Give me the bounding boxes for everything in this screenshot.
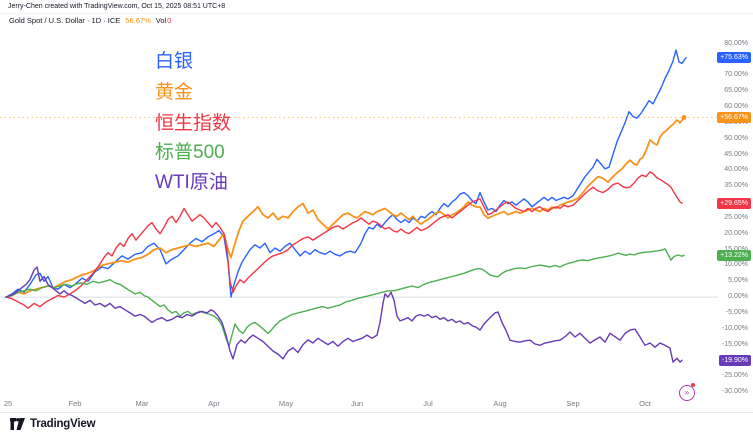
series-line-hangseng[interactable] — [5, 171, 683, 309]
tradingview-logo-icon — [10, 418, 25, 430]
legend-label-wti[interactable]: WTI原油 — [155, 172, 228, 193]
symbol-legend[interactable]: Gold Spot / U.S. Dollar · 1D · ICE 56.67… — [9, 16, 171, 25]
time-scale-separator — [0, 412, 753, 413]
tradingview-attribution-link[interactable]: TradingView — [10, 418, 96, 430]
y-axis-tick: 80.00% — [724, 39, 748, 47]
price-scale[interactable]: 80.00%70.00%65.00%60.00%55.00%50.00%45.0… — [719, 0, 753, 413]
symbol-title[interactable]: Gold Spot / U.S. Dollar · 1D · ICE — [9, 16, 121, 25]
attribution-text: Jerry-Chen created with TradingView.com,… — [8, 3, 226, 10]
time-scale[interactable]: 25 Feb Mar Apr May Jun Jul Aug Sep Oct — [0, 399, 753, 412]
y-axis-tick: 45.00% — [724, 150, 748, 158]
x-axis-tick: Mar — [135, 399, 149, 408]
y-axis-tick: 35.00% — [724, 182, 748, 190]
legend-label-silver[interactable]: 白银 — [155, 51, 194, 72]
y-axis-tick: -5.00% — [725, 308, 748, 316]
x-axis-tick: 25 — [3, 399, 13, 408]
x-axis-tick: Apr — [208, 399, 220, 408]
series-line-sp500[interactable] — [5, 248, 685, 347]
x-axis-tick: Jul — [423, 399, 433, 408]
fast-forward-icon: » — [684, 388, 690, 397]
x-axis-tick: Jun — [350, 399, 364, 408]
x-axis-tick: Aug — [493, 399, 507, 408]
tradingview-wordmark: TradingView — [30, 418, 96, 430]
price-badge-sp500: +13.22% — [717, 249, 751, 261]
y-axis-tick: 15.00% — [724, 246, 748, 253]
y-axis-tick: 65.00% — [724, 87, 748, 95]
y-axis-tick: 10.00% — [724, 261, 748, 269]
legend-label-hangseng[interactable]: 恒生指数 — [155, 113, 232, 134]
symbol-change-percent: 56.67% — [125, 16, 151, 25]
x-axis-tick: May — [278, 399, 294, 408]
x-axis-tick: Feb — [68, 399, 82, 408]
price-badge-wti: -19.90% — [718, 354, 751, 366]
series-line-wti[interactable] — [5, 266, 683, 363]
y-axis-tick: 40.00% — [724, 166, 748, 174]
volume-label: Vol — [155, 16, 167, 25]
x-axis-tick: Oct — [639, 399, 651, 408]
price-badge-hangseng: +29.65% — [717, 197, 751, 209]
price-badge-silver: +75.63% — [717, 52, 751, 64]
last-price-dot-gold — [681, 115, 687, 120]
y-axis-tick: -25.00% — [721, 372, 748, 380]
volume-indicator: Vol 0 — [156, 16, 172, 25]
notification-dot-icon — [691, 383, 695, 387]
price-badge-gold: +56.67% — [717, 111, 751, 123]
price-chart-canvas[interactable] — [0, 0, 753, 413]
legend-label-sp500[interactable]: 标普500 — [155, 142, 225, 163]
series-line-silver[interactable] — [5, 49, 687, 298]
y-axis-tick: -15.00% — [721, 340, 748, 348]
x-axis-tick: Sep — [566, 399, 580, 408]
y-axis-tick: 70.00% — [724, 71, 748, 79]
y-axis-tick: 50.00% — [724, 134, 748, 142]
legend-label-gold[interactable]: 黄金 — [155, 82, 194, 103]
y-axis-tick: 20.00% — [724, 229, 748, 237]
y-axis-tick: 25.00% — [724, 213, 748, 221]
go-to-realtime-button[interactable]: » — [679, 385, 695, 401]
pane-separator — [0, 13, 753, 14]
series-line-gold[interactable] — [5, 116, 685, 299]
y-axis-tick: -30.00% — [721, 388, 748, 396]
y-axis-tick: 5.00% — [728, 277, 748, 285]
y-axis-tick: -10.00% — [721, 324, 748, 332]
y-axis-tick: 0.00% — [728, 293, 748, 301]
y-axis-tick: 60.00% — [724, 103, 748, 110]
volume-value: 0 — [167, 16, 172, 25]
